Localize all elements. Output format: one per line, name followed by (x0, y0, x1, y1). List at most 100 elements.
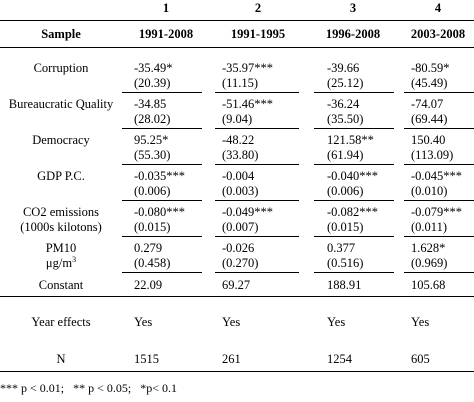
cell-rule (122, 200, 202, 201)
row-label: Bureaucratic Quality (8, 97, 114, 111)
standard-error-cell: (35.50) (327, 112, 364, 126)
top-rule (0, 20, 474, 21)
standard-error-cell: (20.39) (134, 76, 171, 90)
standard-error-cell: (113.09) (411, 148, 454, 162)
cell-rule (122, 272, 202, 273)
standard-error-cell: (11.15) (222, 76, 258, 90)
row-label-unit: (1000s kilotons) (20, 220, 102, 234)
coefficient-cell: -35.97*** (222, 61, 274, 75)
row-label-unit: μg/m3 (2, 254, 120, 271)
standard-error-cell: (0.011) (411, 220, 447, 234)
coefficient-cell: -0.004 (222, 169, 255, 183)
cell-rule (314, 272, 394, 273)
row-label: CO2 emissions (22, 205, 100, 219)
cell-rule (122, 236, 202, 237)
cell-rule (404, 92, 474, 93)
coefficient-cell: -0.082*** (327, 205, 379, 219)
coefficient-cell: 121.58** (327, 133, 374, 147)
standard-error-cell: (9.04) (222, 112, 253, 126)
constant-cell: 22.09 (134, 278, 163, 292)
coefficient-cell: -0.026 (222, 241, 255, 255)
standard-error-cell: (55.30) (134, 148, 171, 162)
coefficient-cell: -35.49* (134, 61, 173, 75)
cell-rule (404, 272, 474, 273)
standard-error-cell: (28.02) (134, 112, 171, 126)
standard-error-cell: (0.006) (134, 184, 171, 198)
cell-rule (215, 92, 299, 93)
standard-error-cell: (25.12) (327, 76, 364, 90)
coefficient-cell: 0.279 (134, 241, 163, 255)
standard-error-cell: (0.007) (222, 220, 259, 234)
unit-superscript: 3 (72, 254, 77, 264)
cell-rule (122, 128, 202, 129)
coefficient-cell: -0.080*** (134, 205, 186, 219)
coefficient-cell: -74.07 (411, 97, 444, 111)
cell-rule (404, 236, 474, 237)
bottom-rule (0, 371, 474, 372)
standard-error-cell: (33.80) (222, 148, 259, 162)
coefficient-cell: -48.22 (222, 133, 255, 147)
row-label: Democracy (32, 133, 90, 147)
n-cell: 1515 (134, 352, 159, 366)
cell-rule (314, 128, 394, 129)
row-label: PM10 (45, 241, 77, 255)
cell-rule (215, 236, 299, 237)
cell-rule (215, 200, 299, 201)
n-cell: 605 (411, 352, 430, 366)
column-number: 2 (254, 1, 262, 15)
year-effects-cell: Yes (222, 315, 241, 329)
constant-cell: 188.91 (327, 278, 362, 292)
period-header: 1991-2008 (138, 27, 194, 41)
significance-footnote: *** p < 0.01; ** p < 0.05; *p< 0.1 (0, 381, 177, 395)
header-rule (0, 47, 474, 48)
coefficient-cell: -34.85 (134, 97, 167, 111)
sample-header: Sample (41, 27, 81, 41)
coefficient-cell: 1.628* (411, 241, 446, 255)
row-label: Constant (38, 278, 84, 292)
standard-error-cell: (0.516) (327, 256, 364, 270)
year-effects-cell: Yes (327, 315, 346, 329)
coefficient-cell: -51.46*** (222, 97, 274, 111)
cell-rule (215, 128, 299, 129)
period-header: 1991-1995 (230, 27, 286, 41)
cell-rule (314, 236, 394, 237)
n-cell: 261 (222, 352, 241, 366)
cell-rule (122, 164, 202, 165)
standard-error-cell: (0.003) (222, 184, 259, 198)
column-number: 1 (162, 1, 170, 15)
standard-error-cell: (0.969) (411, 256, 448, 270)
standard-error-cell: (0.270) (222, 256, 259, 270)
year-effects-cell: Yes (134, 315, 153, 329)
constant-cell: 69.27 (222, 278, 251, 292)
coefficient-cell: -36.24 (327, 97, 360, 111)
constant-cell: 105.68 (411, 278, 446, 292)
coefficient-cell: -0.079*** (411, 205, 463, 219)
standard-error-cell: (45.49) (411, 76, 448, 90)
cell-rule (404, 164, 474, 165)
column-number: 3 (349, 1, 357, 15)
coefficient-cell: -0.049*** (222, 205, 274, 219)
row-label: Year effects (31, 315, 91, 329)
cell-rule (404, 128, 474, 129)
standard-error-cell: (0.015) (134, 220, 171, 234)
cell-rule (314, 92, 394, 93)
period-header: 2003-2008 (410, 27, 466, 41)
cell-rule (404, 200, 474, 201)
mid-rule (0, 296, 474, 297)
row-label: Corruption (33, 61, 89, 75)
coefficient-cell: -80.59* (411, 61, 450, 75)
standard-error-cell: (0.015) (327, 220, 364, 234)
row-label: N (56, 352, 66, 366)
coefficient-cell: 150.40 (411, 133, 446, 147)
cell-rule (314, 200, 394, 201)
cell-rule (215, 272, 299, 273)
unit-base: μg/m (45, 256, 73, 270)
n-cell: 1254 (327, 352, 352, 366)
standard-error-cell: (0.458) (134, 256, 171, 270)
standard-error-cell: (0.010) (411, 184, 448, 198)
row-label: GDP P.C. (37, 169, 85, 183)
standard-error-cell: (61.94) (327, 148, 364, 162)
coefficient-cell: -39.66 (327, 61, 360, 75)
coefficient-cell: -0.045*** (411, 169, 463, 183)
